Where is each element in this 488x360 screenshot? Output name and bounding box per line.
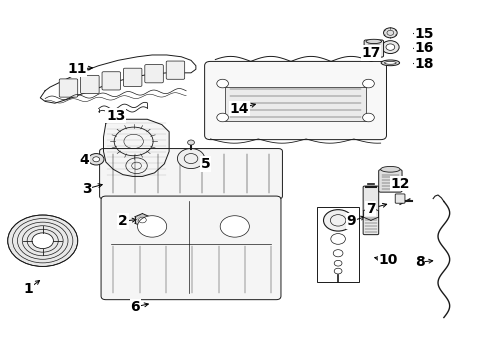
- Text: 10: 10: [378, 253, 397, 267]
- Polygon shape: [103, 119, 169, 176]
- Text: 7: 7: [366, 202, 375, 216]
- FancyBboxPatch shape: [59, 79, 78, 97]
- Ellipse shape: [380, 60, 399, 66]
- FancyBboxPatch shape: [123, 68, 142, 86]
- Text: 6: 6: [130, 300, 140, 314]
- Text: 17: 17: [361, 46, 380, 60]
- FancyBboxPatch shape: [100, 149, 282, 199]
- Text: 14: 14: [229, 102, 249, 116]
- FancyBboxPatch shape: [394, 194, 404, 203]
- Circle shape: [216, 79, 228, 88]
- FancyBboxPatch shape: [364, 40, 383, 57]
- Circle shape: [220, 216, 249, 237]
- FancyBboxPatch shape: [144, 64, 163, 83]
- Text: 16: 16: [414, 41, 433, 55]
- Text: 3: 3: [81, 182, 91, 196]
- Polygon shape: [40, 55, 196, 103]
- FancyBboxPatch shape: [363, 186, 378, 235]
- FancyBboxPatch shape: [102, 72, 120, 90]
- Circle shape: [381, 41, 398, 54]
- Circle shape: [177, 149, 204, 168]
- Circle shape: [216, 113, 228, 122]
- Text: 8: 8: [414, 255, 424, 269]
- Circle shape: [32, 233, 53, 249]
- Circle shape: [93, 157, 100, 162]
- Ellipse shape: [366, 39, 381, 44]
- Ellipse shape: [380, 166, 399, 172]
- Text: 5: 5: [200, 157, 210, 171]
- Text: 4: 4: [79, 153, 89, 167]
- FancyBboxPatch shape: [81, 75, 99, 94]
- Circle shape: [383, 28, 396, 38]
- Text: 11: 11: [67, 62, 86, 76]
- Text: 1: 1: [23, 282, 33, 296]
- Text: 12: 12: [389, 176, 409, 190]
- Circle shape: [362, 113, 373, 122]
- FancyBboxPatch shape: [204, 62, 386, 140]
- Text: 13: 13: [106, 109, 125, 123]
- Circle shape: [323, 210, 352, 231]
- Circle shape: [137, 216, 166, 237]
- FancyBboxPatch shape: [101, 196, 281, 300]
- Bar: [317, 207, 358, 282]
- Text: 2: 2: [118, 214, 127, 228]
- Text: 9: 9: [346, 214, 356, 228]
- Bar: [224, 87, 366, 121]
- Text: 15: 15: [414, 27, 433, 41]
- Circle shape: [362, 79, 373, 88]
- Circle shape: [88, 154, 104, 165]
- FancyBboxPatch shape: [378, 170, 401, 192]
- Circle shape: [8, 215, 78, 266]
- Ellipse shape: [384, 62, 395, 64]
- Text: 18: 18: [414, 57, 433, 71]
- Circle shape: [187, 140, 194, 145]
- FancyBboxPatch shape: [166, 61, 184, 79]
- Circle shape: [385, 44, 394, 50]
